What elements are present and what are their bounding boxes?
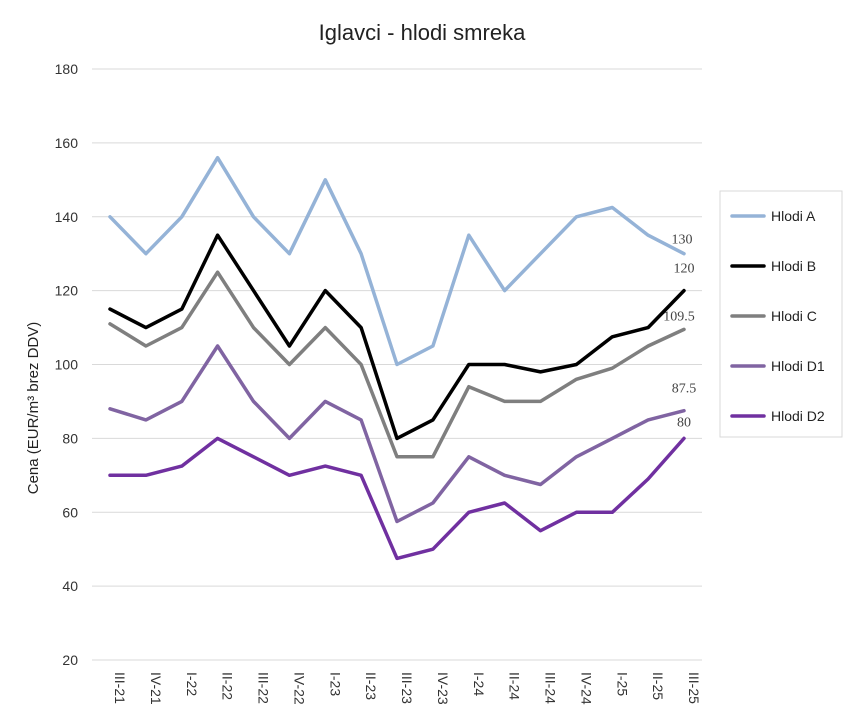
- data-label: 109.5: [663, 309, 695, 324]
- x-axis-ticks: III-21 IV-21 I-22 II-22 III-22 IV-22 I-23 II-23…: [112, 672, 702, 705]
- y-axis-ticks: 20 40 60 80 100 120 140 160 180: [55, 61, 79, 668]
- x-tick-label: III-23: [399, 672, 415, 704]
- legend-label: Hlodi B: [771, 258, 816, 274]
- x-tick-label: III-24: [543, 672, 559, 704]
- data-label: 87.5: [672, 382, 697, 397]
- series-line-hlodi-d2: [108, 436, 686, 561]
- x-tick-label: IV-21: [148, 672, 164, 705]
- legend-box: [719, 190, 843, 438]
- y-tick-label: 120: [55, 283, 79, 299]
- end-value-labels: 130 120 109.5 87.5 80: [663, 233, 696, 431]
- series-line-hlodi-c: [108, 270, 686, 459]
- legend-label: Hlodi C: [771, 308, 817, 324]
- x-tick-label: II-22: [220, 672, 236, 700]
- data-label: 120: [674, 262, 695, 277]
- x-tick-label: IV-24: [578, 672, 594, 705]
- series-line-hlodi-b: [108, 233, 686, 441]
- data-label: 130: [672, 233, 693, 248]
- x-tick-label: II-24: [507, 672, 523, 700]
- x-tick-label: II-25: [650, 672, 666, 700]
- y-tick-label: 140: [55, 209, 79, 225]
- x-tick-label: II-23: [363, 672, 379, 700]
- legend: Hlodi A Hlodi B Hlodi C Hlodi D1 Hlodi D2: [719, 190, 843, 438]
- series-line-hlodi-d1: [108, 344, 686, 524]
- x-tick-label: I-22: [184, 672, 200, 696]
- chart-title: Iglavci - hlodi smreka: [319, 20, 526, 45]
- x-tick-label: I-24: [471, 672, 487, 696]
- legend-label: Hlodi D2: [771, 408, 825, 424]
- y-tick-label: 160: [55, 135, 79, 151]
- x-tick-label: I-23: [327, 672, 343, 696]
- y-tick-label: 40: [62, 578, 78, 594]
- series-line-hlodi-a: [108, 155, 686, 367]
- legend-label: Hlodi A: [771, 208, 816, 224]
- x-tick-label: III-21: [112, 672, 128, 704]
- y-tick-label: 100: [55, 357, 79, 373]
- legend-label: Hlodi D1: [771, 358, 825, 374]
- y-tick-label: 20: [62, 652, 78, 668]
- y-tick-label: 60: [62, 504, 78, 520]
- y-axis-label: Cena (EUR/m³ brez DDV): [25, 322, 42, 495]
- x-tick-label: III-25: [686, 672, 702, 704]
- series-lines: [108, 155, 686, 561]
- data-label: 80: [677, 415, 691, 430]
- x-tick-label: III-22: [256, 672, 272, 704]
- x-tick-label: IV-22: [291, 672, 307, 705]
- y-tick-label: 80: [62, 430, 78, 446]
- y-tick-label: 180: [55, 61, 79, 77]
- x-tick-label: I-25: [614, 672, 630, 696]
- x-tick-label: IV-23: [435, 672, 451, 705]
